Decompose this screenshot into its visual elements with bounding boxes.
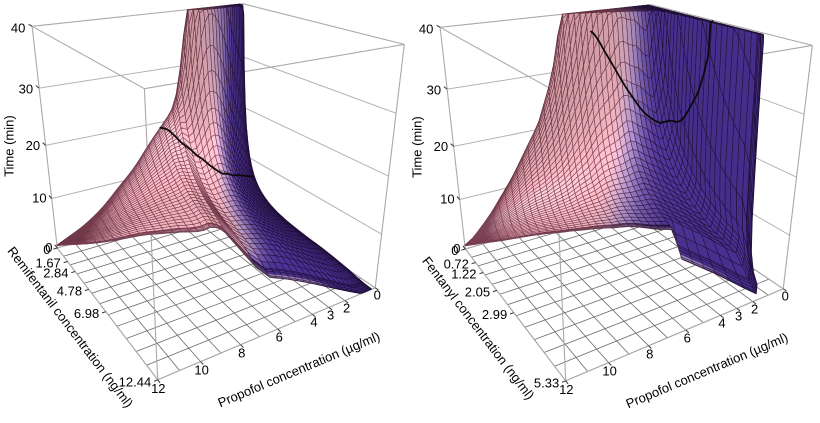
svg-text:0.72: 0.72: [444, 257, 469, 272]
svg-text:1.67: 1.67: [35, 256, 60, 271]
svg-text:6.98: 6.98: [74, 306, 99, 321]
svg-text:12: 12: [151, 381, 165, 396]
svg-text:20: 20: [434, 139, 448, 154]
svg-text:2: 2: [751, 302, 758, 317]
svg-text:10: 10: [32, 191, 46, 206]
svg-text:20: 20: [26, 138, 40, 153]
svg-text:2.05: 2.05: [465, 285, 490, 300]
svg-text:10: 10: [440, 192, 454, 207]
svg-text:0: 0: [43, 242, 50, 257]
svg-text:Time (min): Time (min): [410, 116, 425, 178]
svg-text:40: 40: [419, 21, 433, 36]
svg-text:2.84: 2.84: [43, 266, 68, 281]
svg-text:3: 3: [327, 308, 334, 323]
svg-text:8: 8: [238, 346, 245, 361]
svg-text:30: 30: [19, 81, 33, 96]
svg-text:4.78: 4.78: [57, 284, 82, 299]
svg-text:4: 4: [718, 316, 725, 331]
svg-text:5.33: 5.33: [534, 376, 559, 391]
svg-text:10: 10: [194, 363, 208, 378]
svg-text:0: 0: [453, 241, 460, 256]
svg-text:0: 0: [45, 240, 52, 255]
svg-text:12.44: 12.44: [119, 375, 152, 390]
svg-text:10: 10: [602, 364, 616, 379]
svg-text:Time (min): Time (min): [2, 115, 17, 177]
svg-text:2: 2: [343, 301, 350, 316]
svg-text:0: 0: [451, 243, 458, 258]
svg-text:12: 12: [559, 382, 573, 397]
svg-text:1.22: 1.22: [451, 267, 476, 282]
svg-text:2.99: 2.99: [482, 307, 507, 322]
svg-text:30: 30: [427, 82, 441, 97]
svg-text:6: 6: [684, 331, 691, 346]
svg-text:40: 40: [11, 20, 25, 35]
svg-text:6: 6: [276, 330, 283, 345]
svg-text:4: 4: [310, 315, 317, 330]
svg-text:0: 0: [782, 289, 789, 304]
svg-text:0: 0: [374, 288, 381, 303]
svg-text:3: 3: [735, 309, 742, 324]
svg-text:8: 8: [646, 347, 653, 362]
